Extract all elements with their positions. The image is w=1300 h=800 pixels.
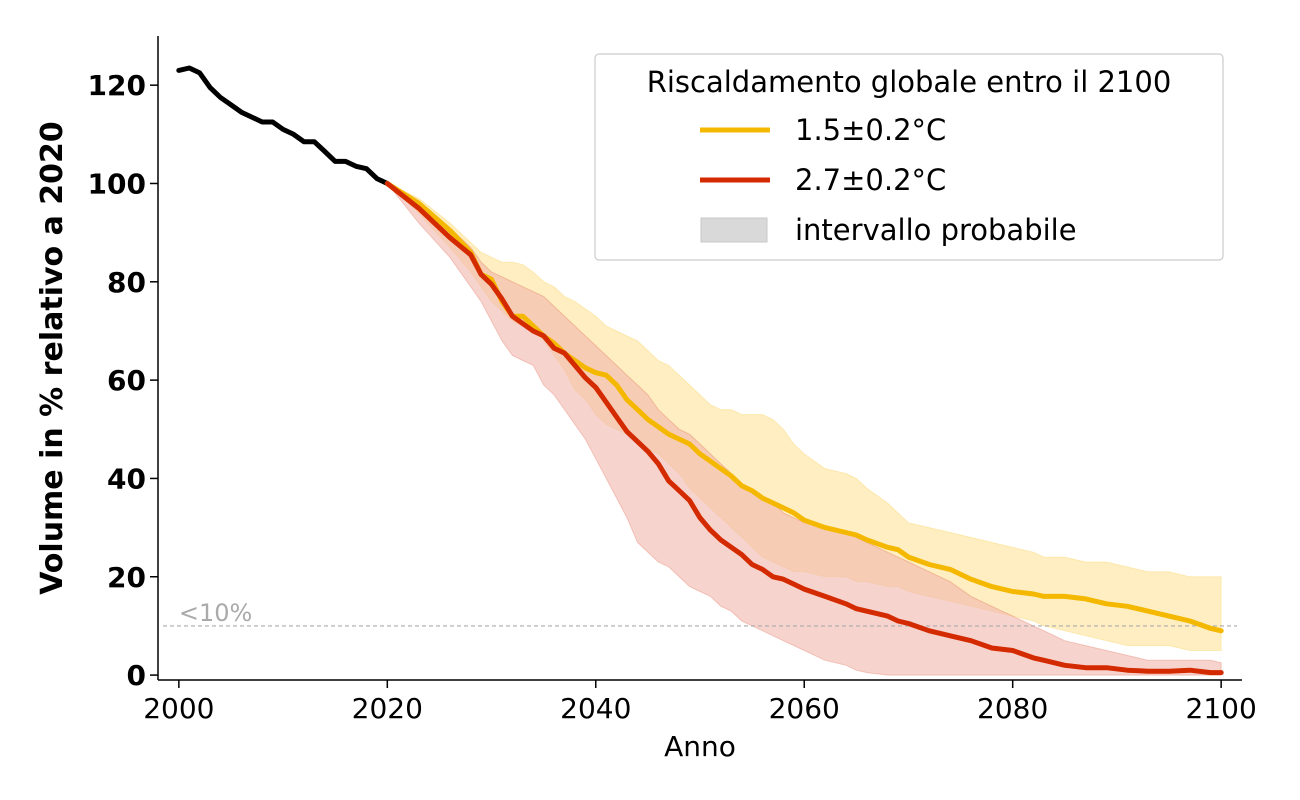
legend-title: Riscaldamento globale entro il 2100 xyxy=(647,65,1172,99)
x-tick-label: 2060 xyxy=(769,692,840,725)
x-tick-label: 2000 xyxy=(143,692,214,725)
legend-label-range: intervallo probabile xyxy=(795,213,1077,247)
legend-swatch-range xyxy=(700,217,768,243)
x-tick-label: 2100 xyxy=(1186,692,1257,725)
legend-label-2-7: 2.7±0.2°C xyxy=(795,163,946,197)
band-2-7 xyxy=(386,183,1222,676)
x-tick-label: 2020 xyxy=(352,692,423,725)
legend: Riscaldamento globale entro il 2100 1.5±… xyxy=(594,53,1224,261)
legend-label-1-5: 1.5±0.2°C xyxy=(795,113,946,147)
y-tick-label: 40 xyxy=(107,462,146,495)
y-tick-label: 0 xyxy=(127,659,146,692)
y-tick-label: 20 xyxy=(107,561,146,594)
threshold-label: <10% xyxy=(179,599,252,627)
y-tick-label: 120 xyxy=(88,69,146,102)
y-tick-label: 100 xyxy=(88,167,146,200)
series-lines xyxy=(176,65,1224,676)
legend-box xyxy=(594,53,1224,261)
historical-line xyxy=(176,65,390,186)
x-tick-label: 2080 xyxy=(977,692,1048,725)
x-axis-title: Anno xyxy=(664,730,736,763)
y-tick-label: 60 xyxy=(107,364,146,397)
y-tick-label: 80 xyxy=(107,266,146,299)
y-axis-title: Volume in % relativo a 2020 xyxy=(35,121,70,595)
x-tick-label: 2040 xyxy=(560,692,631,725)
series-line-2-7 xyxy=(384,181,1224,676)
